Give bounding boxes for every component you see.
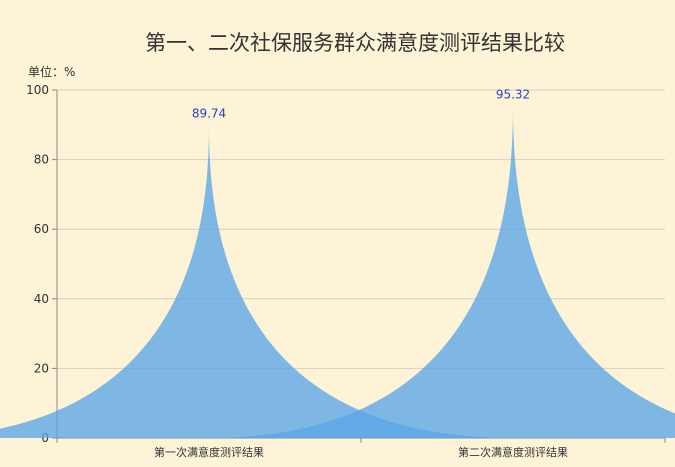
chart-title: 第一、二次社保服务群众满意度测评结果比较 [145,31,565,55]
y-tick-label: 20 [34,361,49,375]
bar-series [0,106,675,438]
data-label: 89.74 [192,107,226,121]
unit-label: 单位：% [28,64,75,79]
bar-spike [0,125,513,438]
y-tick-label: 40 [34,292,49,306]
y-tick-label: 80 [34,153,49,167]
y-tick-label: 60 [34,222,49,236]
data-labels: 89.74 95.32 [192,87,530,120]
y-tick-label: 100 [26,83,49,97]
data-label: 95.32 [496,87,530,101]
x-tick-label: 第一次满意度测评结果 [154,445,264,459]
x-tick-label: 第二次满意度测评结果 [458,445,568,459]
bar-spike [209,106,675,438]
